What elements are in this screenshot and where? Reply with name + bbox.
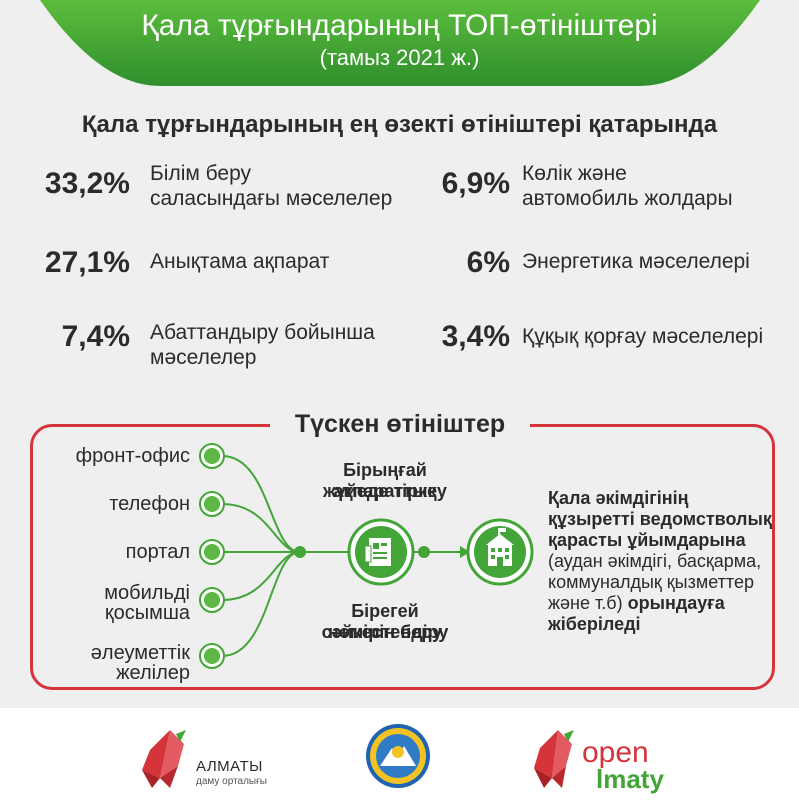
stat-label: саласындағы мәселелер	[150, 187, 393, 210]
footer-logos	[142, 724, 574, 788]
channel-phone: телефон	[109, 493, 190, 515]
stat-percent: 27,1%	[44, 246, 130, 279]
stat-percent: 3,4%	[441, 320, 510, 353]
stat-percent: 6%	[466, 246, 510, 279]
open-almaty-logo-icon	[534, 730, 574, 788]
almaty-subtitle: даму орталығы	[196, 776, 267, 787]
header-banner	[0, 0, 799, 90]
city-emblem	[366, 724, 430, 788]
stat-label: Көлік және	[522, 162, 627, 185]
number-label: Бірегей сәйкестендіру	[321, 601, 449, 642]
channel-portal: портал	[125, 541, 190, 563]
stat-percent: 6,9%	[441, 167, 510, 200]
stat-label: автомобиль жолдары	[522, 187, 733, 210]
almaty-name: АЛМАТЫ	[196, 758, 263, 775]
result-text: Қала әкімдігінің құзыретті ведомстволық …	[548, 488, 774, 635]
result-bold: орындауға жіберіледі	[548, 593, 725, 634]
stat-percent: 33,2%	[44, 167, 130, 200]
flow-title: Түскен өтініштер	[270, 406, 530, 442]
channel-front-office: фронт-офис	[75, 445, 190, 467]
channel-mobile: мобильді	[104, 582, 190, 604]
register-label: Бірыңғай ақпараттық	[333, 460, 437, 501]
stat-label: Энергетика мәселелері	[522, 250, 750, 273]
banner-shape	[40, 0, 760, 86]
channel-social: әлеуметтік	[90, 642, 190, 664]
page-subtitle: (тамыз 2021 ж.)	[319, 45, 480, 70]
open-word: open	[582, 736, 649, 769]
stat-label: Анықтама ақпарат	[150, 250, 330, 273]
page-title: Қала тұрғындарының ТОП-өтініштері	[141, 9, 658, 42]
stat-label: мәселелер	[150, 346, 257, 369]
stat-label: Абаттандыру бойынша	[150, 321, 375, 344]
result-normal: (аудан әкімдігі, басқарма, коммуналдық қ…	[548, 551, 762, 613]
stat-label: Білім беру	[150, 162, 252, 185]
result-bold: Қала әкімдігінің құзыретті ведомстволық …	[548, 488, 772, 550]
channel-social: желілер	[116, 662, 190, 684]
channel-mobile: қосымша	[104, 602, 190, 624]
stat-percent: 7,4%	[61, 320, 130, 353]
stat-label: Құқық қорғау мәселелері	[522, 325, 764, 348]
number-label: нөмірін беру	[328, 622, 442, 642]
almaty-logo-icon	[142, 730, 186, 788]
almaty-word: lmaty	[596, 764, 664, 794]
register-label: жүйеде тіркеу	[323, 481, 447, 501]
summary-heading: Қала тұрғындарының ең өзекті өтініштері …	[81, 111, 718, 138]
